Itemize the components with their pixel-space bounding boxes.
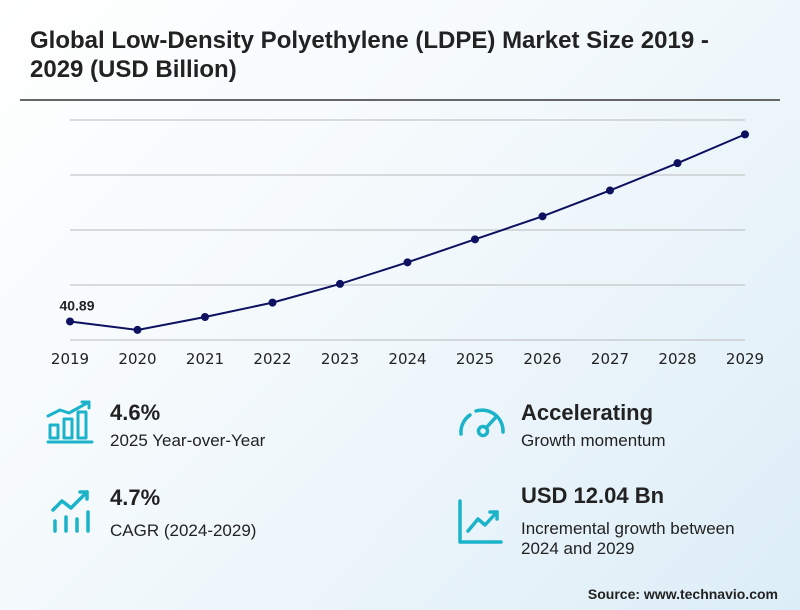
data-point <box>538 212 547 221</box>
stat-incremental-value: USD 12.04 Bn <box>521 483 665 508</box>
stat-cagr-label: CAGR (2024-2029) <box>110 521 257 540</box>
x-tick-label: 2023 <box>321 350 359 368</box>
x-tick-label: 2027 <box>591 350 629 368</box>
x-tick-label: 2025 <box>456 350 494 368</box>
x-tick-label: 2028 <box>658 350 696 368</box>
stat-yoy: 4.6% 2025 Year-over-Year <box>110 400 370 451</box>
stat-momentum-value: Accelerating <box>521 400 654 425</box>
stat-incremental-label: Incremental growth between 2024 and 2029 <box>521 519 735 558</box>
data-point <box>403 258 412 267</box>
x-tick-label: 2020 <box>118 350 156 368</box>
x-tick-label: 2019 <box>51 350 89 368</box>
stat-incremental: USD 12.04 Bn Incremental growth between … <box>521 483 761 559</box>
data-label: 40.89 <box>59 297 94 313</box>
stat-cagr-value: 4.7% <box>110 485 161 510</box>
x-tick-label: 2026 <box>523 350 561 368</box>
data-point <box>66 317 74 326</box>
data-point <box>741 130 749 139</box>
trend-up-chart-icon <box>458 499 503 544</box>
x-tick-label: 2021 <box>186 350 224 368</box>
stat-yoy-value: 4.6% <box>110 400 161 425</box>
x-tick-label: 2029 <box>726 350 764 368</box>
data-point <box>133 325 142 334</box>
line-chart: 2019 2020 2021 2022 2023 2024 2025 2026 2027 2028… <box>51 119 764 368</box>
series-line <box>69 133 746 331</box>
source-note: Source: www.technavio.com <box>587 586 778 602</box>
gauge-icon <box>459 408 505 438</box>
data-point <box>606 186 614 195</box>
stat-cagr: 4.7% CAGR (2024-2029) <box>110 485 370 541</box>
data-point <box>471 235 479 244</box>
data-point <box>268 298 277 307</box>
data-point <box>201 312 209 321</box>
stat-momentum-label: Growth momentum <box>521 431 666 450</box>
bar-chart-growth-icon <box>46 400 94 444</box>
chart-title: Global Low-Density Polyethylene (LDPE) M… <box>30 27 709 83</box>
x-tick-label: 2022 <box>253 350 291 368</box>
x-tick-label: 2024 <box>388 350 426 368</box>
stat-yoy-label: 2025 Year-over-Year <box>110 431 266 450</box>
trend-bars-icon <box>51 490 90 533</box>
data-point <box>673 159 682 168</box>
stat-momentum: Accelerating Growth momentum <box>521 400 781 451</box>
data-point <box>336 279 344 288</box>
title-divider <box>20 99 780 101</box>
